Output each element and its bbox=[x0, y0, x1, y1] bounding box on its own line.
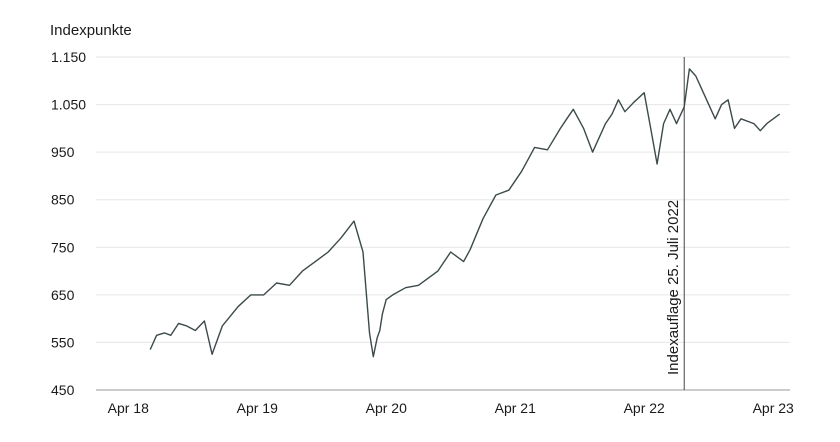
y-tick-label: 850 bbox=[51, 192, 75, 208]
y-axis-tick-labels: 1.150 1.050 950 850 750 650 550 450 bbox=[51, 49, 86, 398]
x-tick-label: Apr 20 bbox=[366, 400, 407, 416]
x-tick-label: Apr 18 bbox=[108, 400, 149, 416]
x-tick-label: Apr 23 bbox=[753, 400, 794, 416]
index-launch-label: Indexauflage 25. Juli 2022 bbox=[665, 200, 682, 375]
y-tick-label: 1.150 bbox=[51, 49, 86, 65]
series-line bbox=[149, 68, 781, 358]
y-axis-title: Indexpunkte bbox=[50, 22, 132, 39]
y-tick-label: 450 bbox=[51, 382, 75, 398]
y-tick-label: 950 bbox=[51, 144, 75, 160]
x-tick-label: Apr 22 bbox=[624, 400, 665, 416]
x-axis-tick-labels: Apr 18 Apr 19 Apr 20 Apr 21 Apr 22 Apr 23 bbox=[108, 400, 794, 416]
grid-lines bbox=[96, 56, 790, 343]
y-tick-label: 1.050 bbox=[51, 97, 86, 113]
y-tick-label: 650 bbox=[51, 287, 75, 303]
y-tick-label: 750 bbox=[51, 239, 75, 255]
y-tick-label: 550 bbox=[51, 334, 75, 350]
x-tick-label: Apr 19 bbox=[237, 400, 278, 416]
x-tick-label: Apr 21 bbox=[495, 400, 536, 416]
